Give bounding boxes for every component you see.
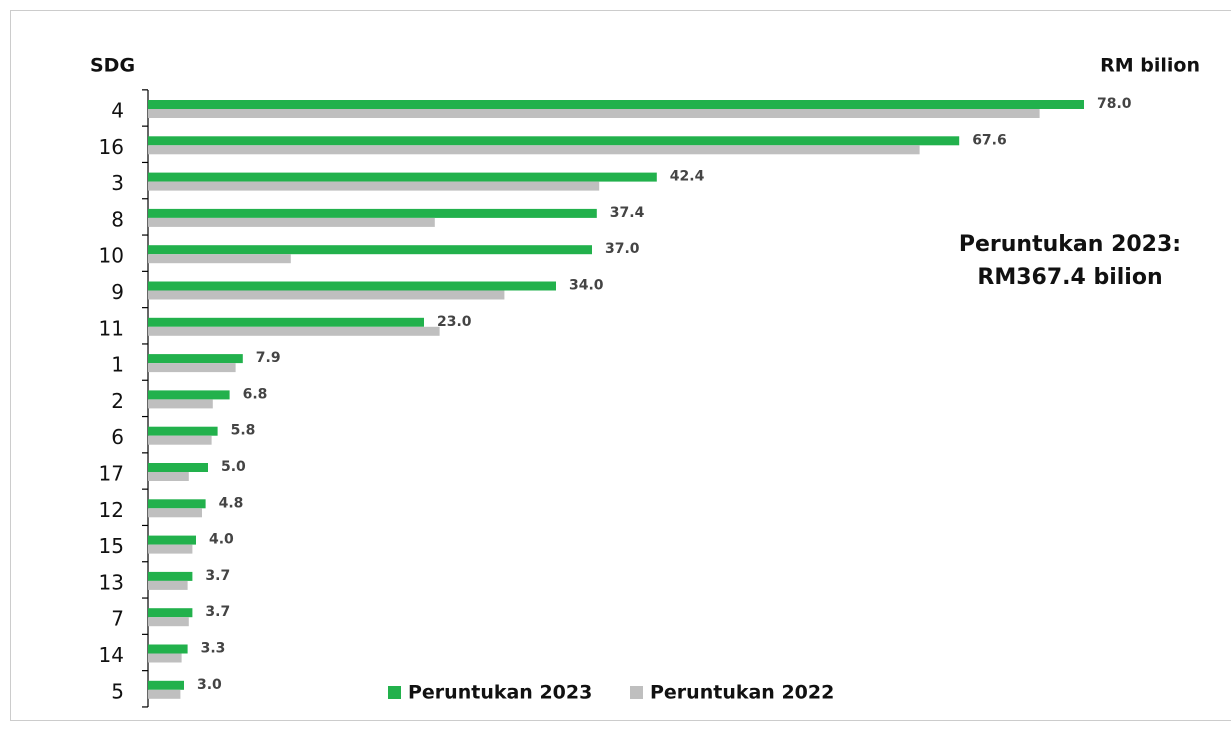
bar: [148, 109, 1040, 118]
category-label: 12: [99, 498, 124, 522]
value-label: 3.3: [201, 641, 226, 657]
value-label: 37.0: [605, 241, 640, 257]
bar: [148, 245, 592, 255]
value-label: 42.4: [670, 169, 705, 185]
bar: [148, 680, 184, 690]
bar: [148, 580, 188, 590]
value-label: 78.0: [1097, 96, 1132, 112]
bar: [148, 653, 182, 663]
category-label: 9: [111, 280, 124, 304]
bar: [148, 390, 230, 400]
value-label: 6.8: [243, 386, 268, 402]
category-label: 14: [99, 643, 124, 667]
value-label: 4.0: [209, 532, 234, 548]
bar: [148, 136, 960, 146]
frame: [10, 10, 1231, 721]
bar: [148, 254, 291, 264]
value-label: 23.0: [437, 314, 472, 330]
bar: [148, 689, 181, 699]
bar: [148, 608, 193, 618]
bar: [148, 399, 213, 409]
category-label: 10: [99, 244, 124, 268]
bar: [148, 463, 208, 472]
bar: [148, 617, 189, 627]
bar: [148, 100, 1084, 109]
value-label: 3.7: [205, 568, 230, 584]
legend-swatch: [630, 686, 643, 699]
bar: [148, 508, 202, 518]
value-label: 5.8: [231, 423, 256, 439]
value-label: 3.7: [205, 604, 230, 620]
bar: [148, 644, 188, 654]
unit-label: RM bilion: [1100, 55, 1200, 77]
bar: [148, 571, 193, 581]
category-label: 7: [111, 607, 124, 631]
bar: [148, 472, 189, 481]
category-label: 11: [99, 316, 124, 340]
bar: [148, 208, 597, 218]
category-label: 3: [111, 171, 124, 195]
value-label: 37.4: [610, 205, 645, 221]
category-label: 16: [99, 135, 124, 159]
category-label: 1: [111, 353, 124, 377]
bar: [148, 290, 505, 300]
bar: [148, 145, 920, 155]
category-label: 17: [99, 462, 124, 486]
bar: [148, 435, 212, 445]
value-label: 4.8: [219, 495, 244, 511]
bar: [148, 363, 236, 373]
category-label: 15: [99, 534, 124, 558]
bar: [148, 354, 243, 364]
bar: [148, 326, 440, 336]
category-label: 13: [99, 570, 124, 594]
annotation: Peruntukan 2023:: [959, 232, 1181, 257]
bar: [148, 181, 600, 191]
bar: [148, 281, 556, 291]
value-label: 3.0: [197, 677, 222, 693]
category-label: 8: [111, 207, 124, 231]
value-label: 67.6: [972, 132, 1007, 148]
bar: [148, 499, 206, 509]
bar: [148, 172, 657, 182]
legend-label: Peruntukan 2022: [650, 682, 834, 704]
bar: [148, 544, 193, 554]
value-label: 5.0: [221, 459, 246, 475]
bar: [148, 317, 424, 327]
bar: [148, 217, 435, 227]
legend-label: Peruntukan 2023: [408, 682, 592, 704]
category-label: 2: [111, 389, 124, 413]
legend-swatch: [388, 686, 401, 699]
bar: [148, 535, 196, 545]
annotation: RM367.4 bilion: [977, 265, 1162, 290]
bar: [148, 426, 218, 436]
value-label: 34.0: [569, 278, 604, 294]
y-axis-title: SDG: [90, 55, 135, 77]
value-label: 7.9: [256, 350, 281, 366]
category-label: 6: [111, 425, 124, 449]
category-label: 4: [111, 99, 124, 123]
category-label: 5: [111, 679, 124, 703]
